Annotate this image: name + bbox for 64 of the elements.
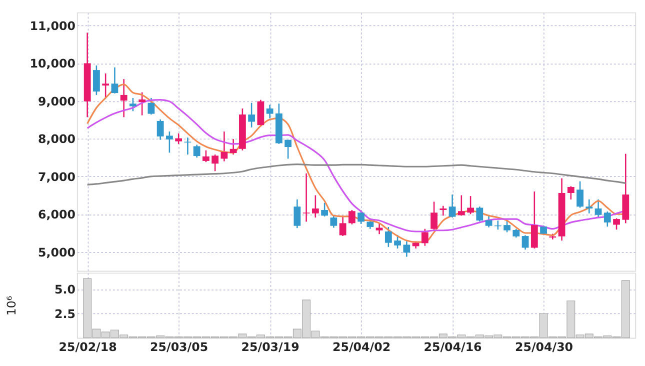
candlestick bbox=[202, 150, 210, 163]
candlestick bbox=[312, 194, 319, 218]
candlestick bbox=[348, 209, 356, 225]
candlestick bbox=[120, 78, 128, 118]
candlestick bbox=[302, 172, 310, 222]
candlestick bbox=[111, 66, 118, 94]
candlestick bbox=[448, 194, 456, 218]
candlestick bbox=[384, 226, 392, 248]
x-tick-label: 25/03/05 bbox=[150, 340, 208, 354]
y-tick-label: 8,000 bbox=[38, 132, 76, 146]
candlestick bbox=[467, 195, 474, 215]
x-tick-label: 25/04/16 bbox=[424, 340, 482, 354]
candlestick bbox=[458, 194, 465, 216]
candlestick bbox=[430, 201, 438, 231]
y-tick-label: 10,000 bbox=[30, 56, 76, 71]
candlestick bbox=[230, 138, 237, 156]
candlestick bbox=[266, 104, 274, 119]
candlestick bbox=[613, 218, 620, 230]
candlestick bbox=[594, 198, 602, 218]
candlestick bbox=[248, 102, 256, 128]
candlestick bbox=[440, 205, 447, 216]
y-tick-label: 2.5 bbox=[54, 306, 76, 321]
y-tick-label: 5.0 bbox=[54, 282, 76, 297]
candlestick bbox=[522, 234, 529, 250]
candlestick bbox=[93, 64, 100, 96]
y-tick-label: 7,000 bbox=[38, 170, 76, 184]
y-tick-label: 11,000 bbox=[30, 18, 76, 33]
candlestick bbox=[148, 97, 155, 116]
y-tick-label: 9,000 bbox=[38, 94, 76, 108]
candlestick bbox=[284, 139, 292, 160]
y-tick-label: 5,000 bbox=[38, 245, 76, 260]
line-series bbox=[86, 164, 626, 186]
candlestick bbox=[330, 215, 338, 228]
y-axis-title: 10⁶ bbox=[4, 296, 18, 316]
candlestick bbox=[485, 215, 492, 228]
candlestick bbox=[193, 144, 200, 158]
candlestick bbox=[166, 130, 173, 154]
candlestick bbox=[220, 130, 228, 162]
x-tick-label: 25/04/02 bbox=[332, 340, 391, 354]
candlestick bbox=[138, 92, 146, 116]
candlestick bbox=[421, 228, 428, 246]
x-tick-label: 25/02/18 bbox=[58, 340, 117, 354]
y-tick-label: 6,000 bbox=[38, 208, 76, 222]
candlestick bbox=[184, 136, 192, 156]
candlestick bbox=[476, 206, 484, 222]
candlestick bbox=[175, 132, 182, 145]
x-tick-label: 25/03/19 bbox=[241, 340, 300, 354]
candlestick bbox=[102, 72, 110, 99]
candlestick bbox=[394, 234, 401, 250]
candlestick bbox=[130, 97, 136, 112]
candlestick bbox=[403, 240, 410, 258]
candlestick bbox=[504, 219, 510, 233]
x-tick-label: 25/04/30 bbox=[515, 340, 574, 354]
candlestick bbox=[321, 202, 328, 218]
candlestick bbox=[576, 180, 584, 208]
candlestick bbox=[586, 198, 593, 214]
candlestick bbox=[376, 222, 383, 235]
candlestick bbox=[156, 118, 164, 140]
candlestick bbox=[530, 190, 538, 250]
candlestick bbox=[294, 198, 301, 229]
candlestick bbox=[604, 210, 611, 228]
candlestick bbox=[339, 215, 346, 237]
candlestick bbox=[212, 154, 219, 172]
candlestick bbox=[567, 186, 574, 200]
